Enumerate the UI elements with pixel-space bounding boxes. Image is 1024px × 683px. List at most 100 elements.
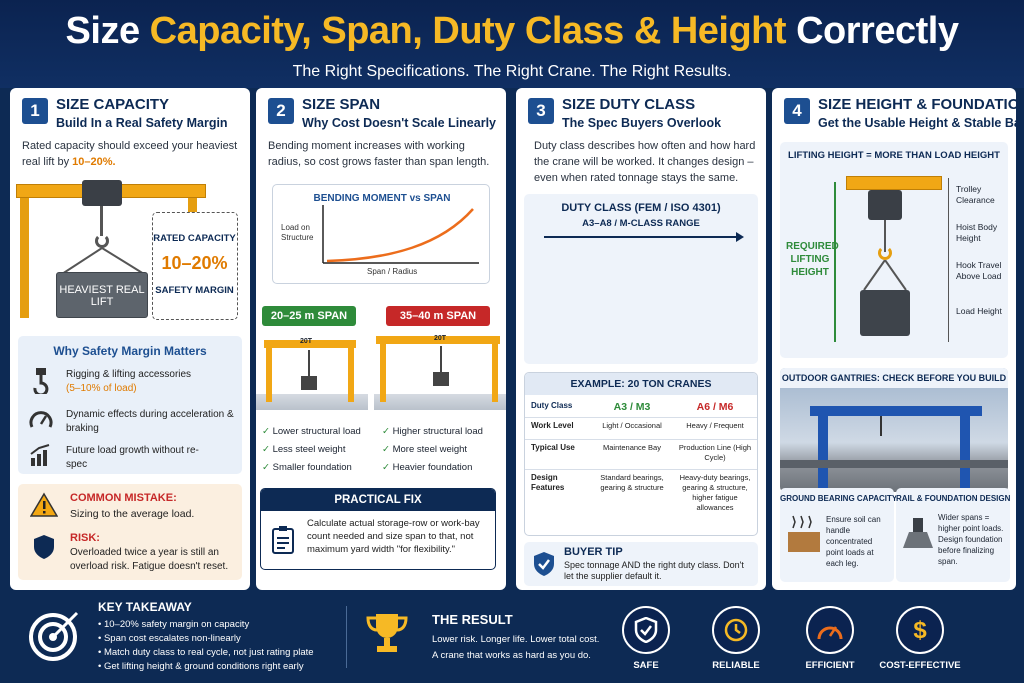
long-span-label: 35–40 m SPAN [386, 306, 490, 326]
why-item: Rigging & lifting accessories (5–10% of l… [66, 369, 192, 394]
shield-check-icon [532, 550, 556, 578]
mistake-box: COMMON MISTAKE: Sizing to the average lo… [18, 484, 242, 580]
badge-label: EFFICIENT [805, 660, 855, 671]
fix-text: Calculate actual storage-row or work-bay… [307, 518, 480, 555]
chart-ylabel: Load on Structure [281, 223, 314, 242]
key-title: KEY TAKEAWAY [98, 600, 192, 614]
badge-label: SAFE [633, 660, 659, 671]
risk-title: RISK: [70, 532, 100, 544]
panel-number: 2 [268, 98, 294, 124]
shield-check-icon [622, 606, 670, 654]
table-header-cell: A6 / M6 [696, 401, 734, 413]
target-icon [26, 606, 84, 664]
panel-height: 4 SIZE HEIGHT & FOUNDATION Get the Usabl… [772, 88, 1016, 590]
speedometer-icon [28, 406, 54, 432]
dollar-icon: $ [896, 606, 944, 654]
tip-title: BUYER TIP [564, 546, 623, 558]
result-line: A crane that works as hard as you do. [432, 650, 591, 661]
list-item: ✓ Higher structural load [382, 426, 483, 437]
panel-title: SIZE DUTY CLASS [562, 96, 696, 113]
short-span-label: 20–25 m SPAN [262, 306, 356, 326]
panel-subtitle: Why Cost Doesn't Scale Linearly [302, 116, 496, 130]
example-title: EXAMPLE: 20 TON CRANES [570, 378, 712, 390]
why-title: Why Safety Margin Matters [53, 344, 207, 358]
header: Size Capacity, Span, Duty Class & Height… [0, 0, 1024, 88]
table-cell: Heavy-duty bearings, gearing & structure… [679, 473, 751, 512]
risk-text: Overloaded twice a year is still an over… [70, 547, 229, 572]
panel-number: 4 [784, 98, 810, 124]
ground-text: Ensure soil can handle concentrated poin… [826, 515, 881, 568]
dim-label: Hook Travel Above Load [956, 260, 1002, 281]
list-item: ✓ Lower structural load [262, 426, 361, 437]
required-height-label: REQUIRED LIFTING HEIGHT [786, 241, 839, 278]
key-item: • Match duty class to real cycle, not ju… [98, 647, 314, 658]
load-label: HEAVIEST REAL LIFT [59, 284, 145, 308]
list-item: ✓ More steel weight [382, 444, 468, 455]
panel-subtitle: Build In a Real Safety Margin [56, 116, 228, 130]
outdoor-title: OUTDOOR GANTRIES: CHECK BEFORE YOU BUILD [781, 373, 1007, 383]
panel-capacity: 1 SIZE CAPACITY Build In a Real Safety M… [10, 88, 250, 590]
panel-duty: 3 SIZE DUTY CLASS The Spec Buyers Overlo… [516, 88, 766, 590]
outdoor-gantry-photo: OUTDOOR GANTRIES: CHECK BEFORE YOU BUILD [780, 368, 1008, 492]
panel-subtitle: The Spec Buyers Overlook [562, 116, 722, 130]
duty-title: DUTY CLASS (FEM / ISO 4301) [561, 202, 721, 214]
table-header-cell: A3 / M3 [613, 401, 651, 413]
panel-intro: Duty class describes how often and how h… [534, 140, 756, 184]
gauge-icon [806, 606, 854, 654]
duty-class-box: DUTY CLASS (FEM / ISO 4301) A3–A8 / M-CL… [524, 194, 758, 364]
panel-title: SIZE HEIGHT & FOUNDATION [818, 96, 1016, 113]
ground-bearing-box: GROUND BEARING CAPACITY Ensure soil can … [780, 488, 897, 582]
height-title: LIFTING HEIGHT = MORE THAN LOAD HEIGHT [788, 150, 1000, 161]
key-item: • 10–20% safety margin on capacity [98, 619, 250, 630]
result-line: Lower risk. Longer life. Lower total cos… [432, 634, 600, 645]
table-cell: Design Features [531, 473, 565, 492]
dim-label: Load Height [956, 306, 1002, 316]
page-subtitle: The Right Specifications. The Right Cran… [292, 63, 732, 80]
result-title: THE RESULT [432, 612, 513, 627]
rail-title: RAIL & FOUNDATION DESIGN [896, 494, 1011, 503]
table-cell: Heavy / Frequent [686, 421, 744, 430]
clipboard-icon [271, 525, 295, 555]
callout-bottom: SAFETY MARGIN [155, 285, 234, 296]
panel-intro: Bending moment increases with working ra… [268, 140, 490, 168]
key-item: • Get lifting height & ground conditions… [98, 661, 304, 672]
margin-callout: RATED CAPACITY 10–20% SAFETY MARGIN [152, 212, 238, 320]
why-item: Dynamic effects during acceleration & br… [66, 409, 234, 434]
buyer-tip: BUYER TIP Spec tonnage AND the right dut… [524, 542, 758, 586]
rail-text: Wider spans = higher point loads. Design… [938, 513, 1004, 566]
growth-chart-icon [28, 442, 54, 468]
table-cell: Work Level [531, 421, 574, 430]
chart-xlabel: Span / Radius [367, 267, 418, 276]
table-cell: Light / Occasional [602, 421, 662, 430]
example-table: EXAMPLE: 20 TON CRANES Duty Class A3 / M3… [524, 372, 758, 536]
list-item: ✓ Heavier foundation [382, 462, 473, 473]
panel-number: 3 [528, 98, 554, 124]
panel-subtitle: Get the Usable Height & Stable Base [818, 116, 1016, 130]
shield-icon [32, 534, 56, 560]
why-box: Why Safety Margin Matters Rigging & lift… [18, 336, 242, 474]
table-cell: Typical Use [531, 443, 575, 452]
page-title: Size Capacity, Span, Duty Class & Height… [65, 10, 959, 52]
key-item: • Span cost escalates non-linearly [98, 633, 241, 644]
chart-title: BENDING MOMENT vs SPAN [313, 193, 451, 204]
panel-title: SIZE CAPACITY [56, 96, 170, 113]
span-chart: BENDING MOMENT vs SPAN Load on Structure… [272, 184, 490, 284]
callout-top: RATED CAPACITY [153, 233, 236, 244]
panel-title: SIZE SPAN [302, 96, 381, 113]
duty-range: A3–A8 / M-CLASS RANGE [582, 218, 700, 229]
footer: KEY TAKEAWAY • 10–20% safety margin on c… [0, 592, 1024, 683]
table-cell: Maintenance Bay [603, 443, 661, 452]
table-header-cell: Duty Class [531, 401, 573, 410]
badge-label: RELIABLE [712, 660, 760, 671]
table-cell: Production Line (High Cycle) [678, 443, 752, 462]
callout-value: 10–20% [161, 253, 228, 273]
tip-text: Spec tonnage AND the right duty class. D… [564, 560, 744, 581]
panel-intro: Rated capacity should exceed your heavie… [22, 140, 238, 168]
warning-icon [30, 492, 58, 518]
why-item: Future load growth without re-spec [66, 445, 199, 470]
panel-number: 1 [22, 98, 48, 124]
mistake-title: COMMON MISTAKE: [70, 492, 177, 504]
dim-label: Trolley Clearance [956, 184, 995, 205]
svg-text:$: $ [913, 617, 927, 644]
panel-span: 2 SIZE SPAN Why Cost Doesn't Scale Linea… [256, 88, 506, 590]
